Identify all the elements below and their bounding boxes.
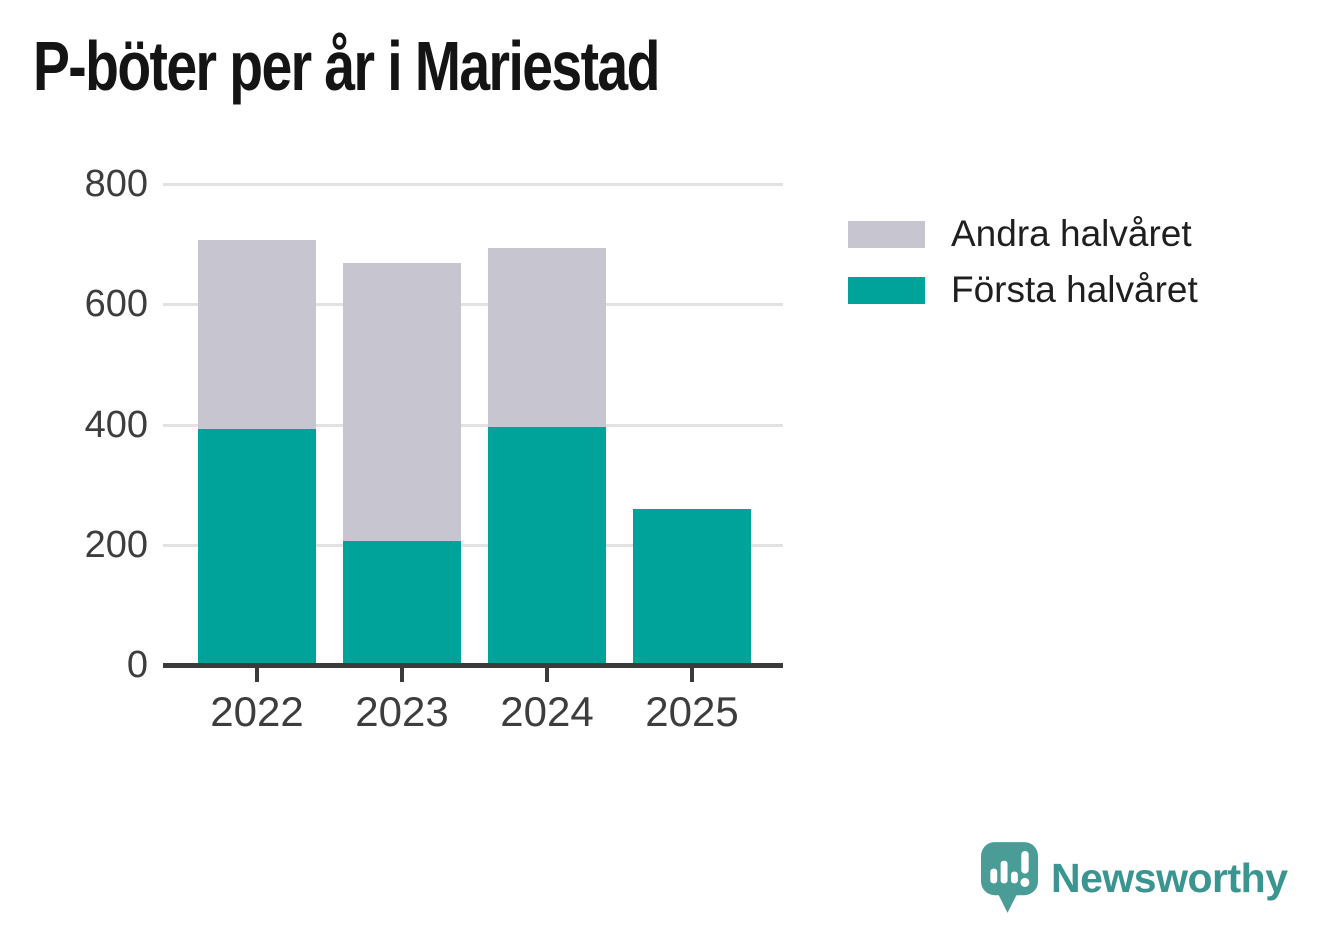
x-axis-label-2022: 2022 xyxy=(210,688,304,735)
gridline-800 xyxy=(163,183,783,186)
legend-swatch-1 xyxy=(848,276,925,304)
y-axis-label-0: 0 xyxy=(126,644,148,686)
x-tick-2025 xyxy=(690,668,694,682)
bar-2022-second-half xyxy=(198,240,316,429)
x-axis-label-2024: 2024 xyxy=(500,688,594,735)
x-tick-2024 xyxy=(545,668,549,682)
y-axis-label-400: 400 xyxy=(84,404,148,446)
gridline-400 xyxy=(163,424,783,427)
gridline-200 xyxy=(163,544,783,547)
x-axis-line xyxy=(163,663,783,668)
bar-2023-second-half xyxy=(343,263,461,541)
bar-2024-second-half xyxy=(488,248,606,427)
x-tick-2022 xyxy=(255,668,259,682)
x-axis-label-2023: 2023 xyxy=(355,688,449,735)
legend: Andra halvåret Första halvåret xyxy=(848,210,1198,322)
y-axis-label-800: 800 xyxy=(84,163,148,205)
bar-2024-first-half xyxy=(488,427,606,665)
legend-item-1: Första halvåret xyxy=(848,266,1198,314)
x-axis-label-2025: 2025 xyxy=(645,688,739,735)
y-axis-label-600: 600 xyxy=(84,283,148,325)
bar-2025-first-half xyxy=(633,509,751,665)
bar-2023-first-half xyxy=(343,541,461,665)
newsworthy-logo-icon xyxy=(981,842,1038,913)
legend-swatch-0 xyxy=(848,220,925,248)
chart-title: P-böter per år i Mariestad xyxy=(33,27,660,105)
gridline-600 xyxy=(163,303,783,306)
y-axis-label-200: 200 xyxy=(84,524,148,566)
legend-label-0: Andra halvåret xyxy=(951,213,1192,254)
brand-footer: Newsworthy xyxy=(981,842,1288,915)
bar-2022-first-half xyxy=(198,429,316,665)
legend-label-1: Första halvåret xyxy=(951,269,1198,310)
brand-wordmark: Newsworthy xyxy=(1051,855,1288,901)
x-tick-2023 xyxy=(400,668,404,682)
legend-item-0: Andra halvåret xyxy=(848,210,1198,258)
